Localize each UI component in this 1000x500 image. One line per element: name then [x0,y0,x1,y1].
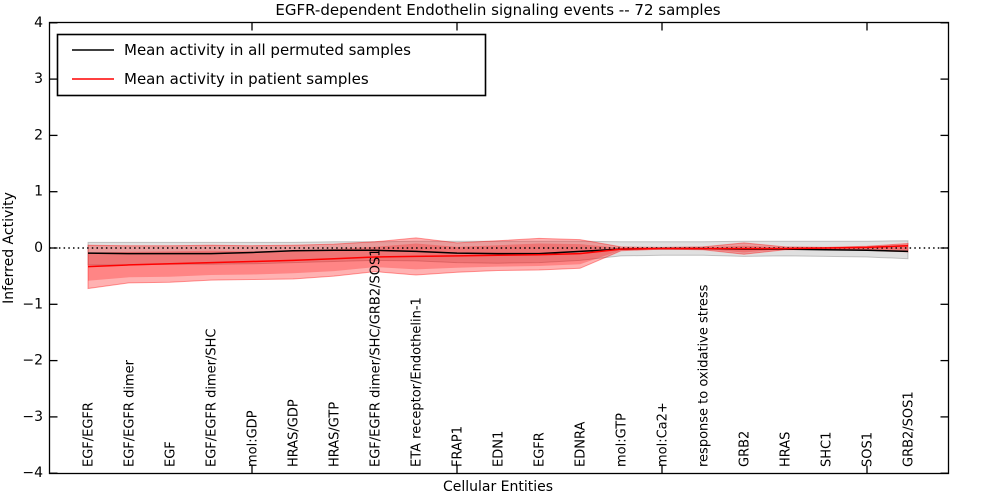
category-label: HRAS [779,432,794,467]
y-tick-label: −1 [22,296,43,312]
category-label: GRB2 [738,431,753,467]
y-tick-label: 2 [34,127,43,143]
x-axis-label: Cellular Entities [443,479,553,495]
permuted-band [87,240,909,266]
y-axis-label: Inferred Activity [1,192,17,304]
series-lines [87,244,909,268]
y-tick-label: 1 [34,184,43,200]
y-tick-label: −3 [22,409,43,425]
y-tick-label: 0 [34,240,43,256]
category-label: GRB2/SOS1 [902,391,917,467]
category-label: ETA receptor/Endothelin-1 [410,297,425,467]
legend-label-permuted: Mean activity in all permuted samples [124,41,411,59]
y-tick-label: 4 [34,15,43,31]
y-tick-label: −4 [22,465,43,481]
legend: Mean activity in all permuted samples Me… [56,33,487,97]
category-label: HRAS/GDP [287,399,302,467]
legend-label-patient: Mean activity in patient samples [124,70,369,88]
category-label: response to oxidative stress [697,284,712,467]
x-category-labels: EGF/EGFR EGF/EGFR dimer EGF EGF/EGFR dimer/… [82,249,917,468]
category-label: FRAP1 [451,426,466,467]
y-tick-labels: 4 3 2 1 0 −1 −2 −3 −4 [22,15,43,481]
category-label: EGF [164,441,179,467]
chart-title: EGFR-dependent Endothelin signaling even… [275,1,720,19]
patient-mean-line [87,244,909,268]
category-label: SHC1 [820,432,835,467]
category-label: SOS1 [861,432,876,467]
category-label: mol:GTP [615,413,630,467]
legend-box [56,33,487,97]
category-label: EGF/EGFR [82,402,97,467]
category-label: EDNRA [574,422,589,467]
category-label: EGF/EGFR dimer [123,359,138,467]
category-label: EGF/EGFR dimer/SHC [205,329,220,467]
y-tick-label: 3 [34,71,43,87]
category-label: EDN1 [492,431,507,467]
category-label: HRAS/GTP [328,402,343,467]
axis-ticks [49,22,949,474]
category-label: EGF/EGFR dimer/SHC/GRB2/SOS1 [369,249,384,468]
patient-band-inner [88,243,908,281]
category-label: EGFR [533,432,548,467]
category-label: mol:GDP [246,410,261,467]
category-label: mol:Ca2+ [656,402,671,467]
y-tick-label: −2 [22,353,43,369]
